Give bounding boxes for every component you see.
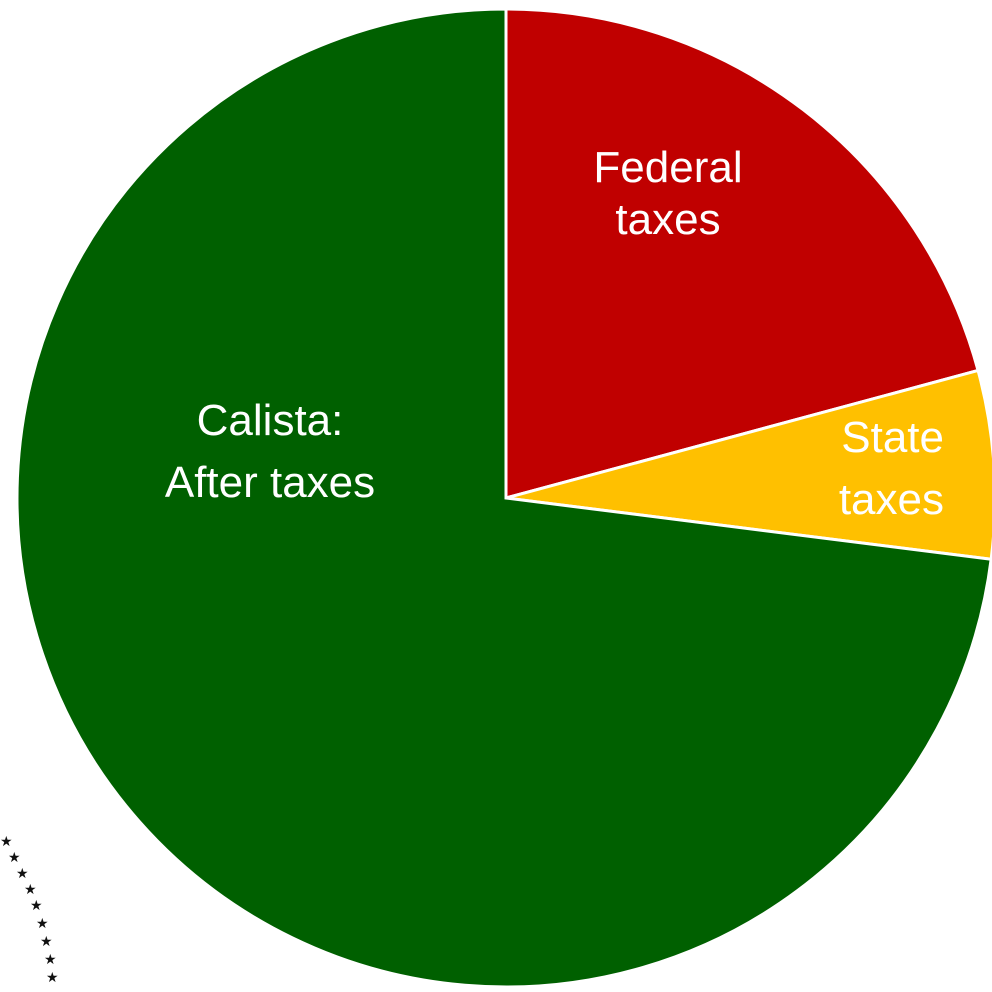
- pie-slice-2: [15, 7, 992, 989]
- pie-slice-label-0: Federal taxes: [593, 143, 742, 244]
- star-decoration-icon: ★: [8, 850, 21, 866]
- pie-labels: Federal taxes State taxes Calista: After taxe…: [165, 143, 944, 524]
- star-decoration-icon: ★: [46, 970, 59, 986]
- star-decoration-icon: ★: [16, 866, 29, 882]
- pie-slice-0: [504, 7, 980, 500]
- star-decoration-icon: ★: [24, 882, 37, 898]
- pie-slices: [15, 7, 992, 989]
- star-decoration-icon: ★: [0, 834, 13, 850]
- star-decoration-icon: ★: [44, 952, 57, 968]
- pie-slice-label-2: Calista: After taxes: [165, 396, 375, 507]
- star-decoration: ★★★★★★★★★: [0, 834, 59, 986]
- star-decoration-icon: ★: [30, 898, 43, 914]
- star-decoration-icon: ★: [36, 916, 49, 932]
- star-decoration-icon: ★: [40, 934, 53, 950]
- pie-slice-label-1: State taxes: [839, 413, 944, 524]
